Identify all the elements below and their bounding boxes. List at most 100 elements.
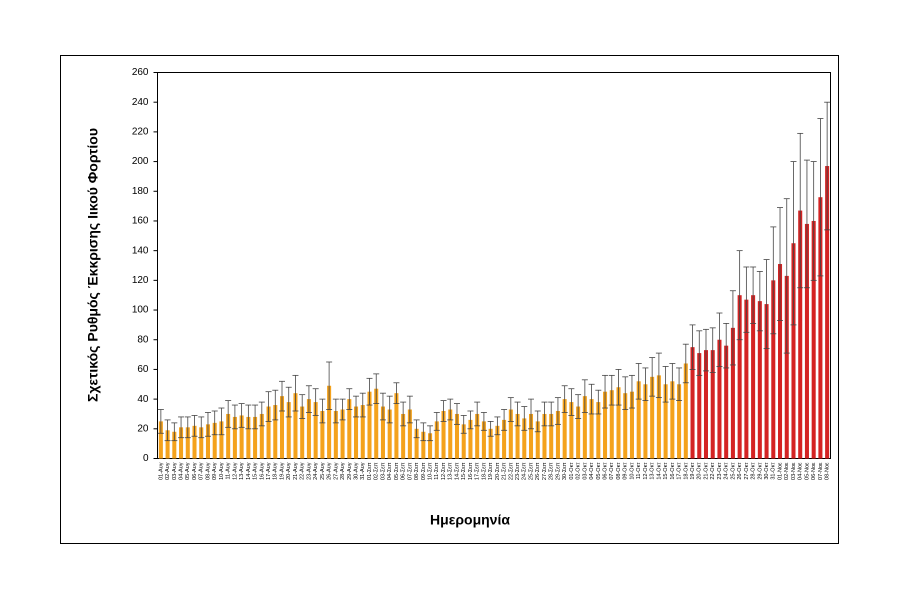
- x-tick-label: 04-Νοε: [798, 462, 804, 480]
- bar: [165, 430, 170, 459]
- bar: [313, 402, 318, 459]
- x-tick-label: 09-Σεπ: [421, 462, 427, 480]
- bar: [232, 416, 237, 459]
- y-tick-label: 200: [132, 156, 149, 167]
- x-tick-label: 26-Αυγ: [327, 462, 333, 480]
- x-tick-label: 14-Αυγ: [246, 462, 252, 480]
- x-tick-label: 15-Σεπ: [461, 462, 467, 480]
- bar: [293, 393, 298, 459]
- x-tick-label: 13-Σεπ: [448, 462, 454, 480]
- x-tick-label: 03-Αυγ: [172, 462, 178, 480]
- x-tick-label: 19-Οκτ: [690, 462, 696, 480]
- bar: [528, 413, 534, 459]
- bar: [401, 413, 406, 459]
- bar: [468, 419, 473, 459]
- bar: [751, 295, 756, 459]
- x-tick-label: 09-Οκτ: [623, 462, 629, 480]
- x-tick-label: 25-Αυγ: [320, 462, 326, 480]
- bar: [778, 264, 783, 459]
- bar: [374, 388, 379, 459]
- x-tick-label: 08-Νοε: [825, 462, 831, 480]
- x-tick-label: 15-Οκτ: [663, 462, 669, 480]
- bar: [199, 427, 204, 459]
- x-tick-label: 07-Αυγ: [199, 462, 205, 480]
- bar: [724, 345, 729, 459]
- bar: [475, 413, 480, 459]
- x-tick-label: 06-Σεπ: [401, 462, 407, 480]
- bar: [589, 399, 594, 459]
- x-tick-label: 30-Σεπ: [562, 462, 568, 480]
- x-tick-label: 18-Σεπ: [481, 462, 487, 480]
- x-tick-label: 04-Σεπ: [387, 462, 393, 480]
- bar: [542, 413, 547, 459]
- bar: [629, 391, 634, 459]
- bar: [239, 415, 244, 459]
- bar: [461, 424, 466, 459]
- x-tick-label: 01-Αυγ: [158, 462, 164, 480]
- bar: [576, 406, 581, 459]
- bar: [380, 406, 385, 459]
- x-tick-label: 08-Αυγ: [205, 462, 211, 480]
- bar: [683, 363, 688, 459]
- bar: [555, 410, 560, 459]
- y-tick-label: 100: [132, 305, 149, 316]
- bar: [333, 410, 338, 459]
- bar: [347, 399, 352, 459]
- x-tick-label: 29-Αυγ: [347, 462, 353, 480]
- bar: [562, 399, 567, 459]
- x-tick-label: 29-Οκτ: [757, 462, 763, 480]
- bar: [428, 433, 433, 459]
- x-tick-label: 16-Σεπ: [468, 462, 474, 480]
- x-tick-label: 12-Οκτ: [643, 462, 649, 480]
- bar: [623, 393, 628, 459]
- bar: [360, 405, 365, 459]
- bar: [818, 197, 823, 459]
- x-tick-label: 29-Σεπ: [555, 462, 561, 480]
- bar: [320, 410, 325, 459]
- bar: [273, 405, 278, 459]
- x-tick-label: 17-Αυγ: [266, 462, 272, 480]
- bar: [650, 376, 655, 459]
- bar: [609, 390, 614, 459]
- x-tick-label: 01-Σεπ: [367, 462, 373, 480]
- bar: [798, 210, 803, 459]
- x-tick-label: 14-Σεπ: [454, 462, 460, 480]
- x-tick-label: 28-Σεπ: [549, 462, 555, 480]
- x-tick-label: 10-Οκτ: [629, 462, 635, 480]
- x-tick-label: 04-Αυγ: [179, 462, 185, 480]
- y-tick-label: 140: [132, 245, 149, 256]
- bar: [327, 385, 332, 459]
- x-tick-label: 30-Αυγ: [353, 462, 359, 480]
- x-tick-label: 28-Οκτ: [751, 462, 757, 480]
- bar: [811, 220, 816, 459]
- y-tick-label: 120: [132, 275, 149, 286]
- bar: [219, 421, 224, 459]
- x-tick-label: 18-Οκτ: [683, 462, 689, 480]
- x-tick-label: 09-Αυγ: [212, 462, 218, 480]
- x-tick-label: 14-Οκτ: [656, 462, 662, 480]
- x-tick-label: 21-Αυγ: [293, 462, 299, 480]
- bar: [495, 425, 500, 459]
- x-tick-label: 07-Οκτ: [609, 462, 615, 480]
- bar: [703, 350, 709, 459]
- x-tick-label: 03-Οκτ: [582, 462, 588, 480]
- x-tick-label: 31-Αυγ: [360, 462, 366, 480]
- bar: [656, 375, 661, 459]
- bar: [300, 406, 305, 459]
- bar: [354, 406, 359, 459]
- bar: [825, 166, 830, 459]
- bar: [367, 391, 372, 459]
- bar: [306, 399, 311, 459]
- bar: [764, 304, 769, 459]
- bar: [677, 384, 682, 459]
- y-tick-label: 260: [132, 67, 149, 78]
- x-tick-label: 25-Σεπ: [528, 462, 534, 480]
- bar: [259, 413, 264, 459]
- bar: [192, 425, 197, 459]
- bar: [515, 413, 520, 459]
- bar: [690, 347, 695, 459]
- x-tick-label: 01-Νοε: [777, 462, 783, 480]
- x-tick-label: 27-Οκτ: [744, 462, 750, 480]
- y-tick-label: 60: [137, 364, 149, 375]
- bar: [502, 419, 507, 459]
